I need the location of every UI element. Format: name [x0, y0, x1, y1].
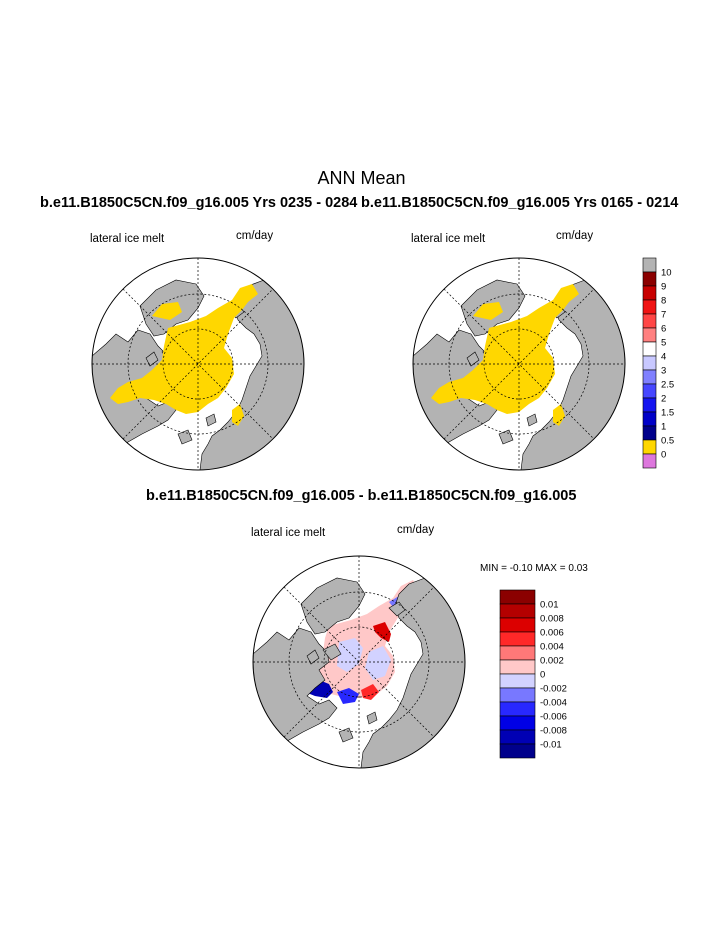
top-colorbar-tick-label: 10 [661, 268, 672, 279]
top-colorbar-tick-label: 0.5 [661, 436, 674, 447]
top-colorbar: 10 9 8 7 6 5 4 3 2.5 2 1.5 1 0.5 0 [642, 257, 674, 469]
diff-min-max: MIN = -0.10 MAX = 0.03 [480, 563, 588, 574]
top-colorbar-swatch [642, 313, 657, 329]
top-colorbar-tick-label: 2 [661, 394, 666, 405]
diff-colorbar: 0.01 0.008 0.006 0.004 0.002 0 -0.002 -0.004 -0.… [499, 589, 567, 759]
left-units-label: cm/day [236, 230, 274, 242]
diff-colorbar-tick-label: 0.006 [540, 628, 564, 639]
right-variable-label: lateral ice melt [411, 233, 486, 245]
top-colorbar-tick-label: 1.5 [661, 408, 674, 419]
top-colorbar-tick-label: 8 [661, 296, 666, 307]
diff-colorbar-tick-label: 0 [540, 670, 545, 681]
diff-colorbar-tick-label: -0.002 [540, 684, 567, 695]
top-colorbar-swatch [642, 257, 657, 273]
diff-colorbar-swatch [499, 715, 536, 731]
top-colorbar-swatch [642, 425, 657, 441]
top-colorbar-tick-label: 1 [661, 422, 666, 433]
right-units-label: cm/day [556, 230, 594, 242]
top-colorbar-tick-label: 4 [661, 352, 666, 363]
top-colorbar-swatch [642, 411, 657, 427]
top-colorbar-swatch [642, 271, 657, 287]
diff-colorbar-swatch [499, 743, 536, 759]
diff-colorbar-swatch [499, 589, 536, 605]
left-panel-title: b.e11.B1850C5CN.f09_g16.005 Yrs 0235 - 0… [40, 195, 358, 211]
diff-colorbar-tick-label: 0.002 [540, 656, 564, 667]
top-colorbar-tick-label: 6 [661, 324, 666, 335]
top-colorbar-swatch [642, 285, 657, 301]
left-polar-map [91, 257, 305, 471]
top-colorbar-swatch [642, 453, 657, 469]
diff-units-label: cm/day [397, 524, 435, 536]
diff-colorbar-swatch [499, 603, 536, 619]
top-colorbar-tick-label: 9 [661, 282, 666, 293]
diff-polar-map [252, 555, 466, 769]
top-colorbar-swatch [642, 397, 657, 413]
diff-colorbar-swatch [499, 673, 536, 689]
diff-colorbar-tick-label: -0.004 [540, 698, 567, 709]
top-colorbar-tick-label: 5 [661, 338, 666, 349]
diff-colorbar-tick-label: 0.008 [540, 614, 564, 625]
right-panel-title: b.e11.B1850C5CN.f09_g16.005 Yrs 0165 - 0… [361, 195, 679, 211]
diff-colorbar-swatch [499, 729, 536, 745]
right-polar-map [412, 257, 626, 471]
diff-colorbar-tick-label: -0.008 [540, 726, 567, 737]
diff-colorbar-tick-label: 0.01 [540, 600, 559, 611]
top-colorbar-swatch [642, 341, 657, 357]
diff-colorbar-tick-label: -0.01 [540, 740, 562, 751]
left-variable-label: lateral ice melt [90, 233, 165, 245]
top-colorbar-tick-label: 3 [661, 366, 666, 377]
top-colorbar-swatch [642, 299, 657, 315]
diff-colorbar-swatch [499, 701, 536, 717]
diff-colorbar-swatch [499, 687, 536, 703]
diff-colorbar-tick-label: -0.006 [540, 712, 567, 723]
diff-colorbar-tick-label: 0.004 [540, 642, 564, 653]
diff-colorbar-swatch [499, 631, 536, 647]
top-colorbar-swatch [642, 383, 657, 399]
diff-panel-title: b.e11.B1850C5CN.f09_g16.005 - b.e11.B185… [146, 488, 577, 504]
top-colorbar-tick-label: 0 [661, 450, 666, 461]
top-colorbar-swatch [642, 439, 657, 455]
top-colorbar-swatch [642, 355, 657, 371]
diff-colorbar-swatch [499, 645, 536, 661]
top-colorbar-tick-label: 2.5 [661, 380, 674, 391]
diff-colorbar-swatch [499, 659, 536, 675]
main-title: ANN Mean [317, 168, 406, 188]
top-colorbar-swatch [642, 327, 657, 343]
diff-variable-label: lateral ice melt [251, 527, 326, 539]
diff-colorbar-swatch [499, 617, 536, 633]
top-colorbar-tick-label: 7 [661, 310, 666, 321]
top-colorbar-swatch [642, 369, 657, 385]
